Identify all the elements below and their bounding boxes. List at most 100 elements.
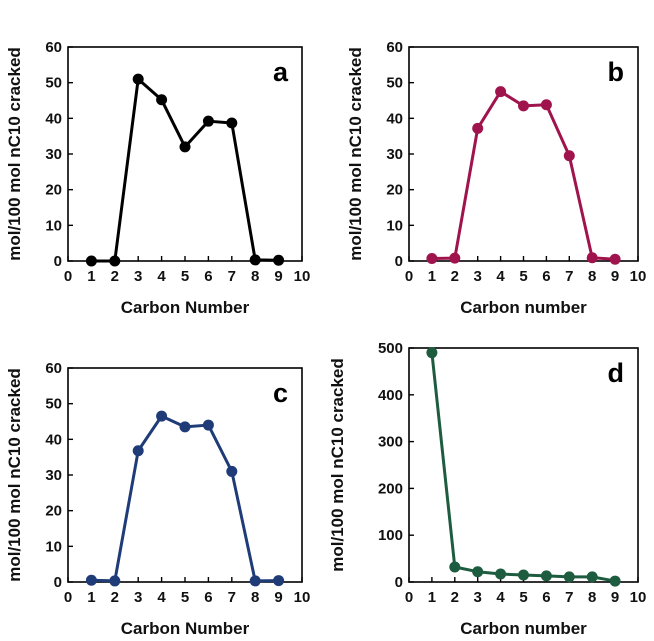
data-point [472,122,484,134]
x-tick-label: 5 [519,589,527,606]
series-line [91,77,279,263]
data-point [132,445,144,457]
x-tick-label: 3 [134,268,142,285]
data-point [518,100,529,112]
data-point [85,255,97,267]
y-tick-label: 20 [386,182,403,199]
y-tick-label: 50 [386,75,403,92]
data-point [449,252,461,264]
y-tick-label: 40 [45,431,62,448]
data-point [426,253,438,265]
y-tick-label: 50 [45,396,62,413]
data-point [586,571,598,583]
data-point [179,141,191,153]
x-tick-label: 10 [294,268,311,285]
data-point [156,94,168,106]
y-tick-label: 50 [45,75,62,92]
data-point [249,254,261,266]
y-tick-label: 60 [45,39,62,56]
panel-label: d [608,358,625,388]
data-point [426,347,438,359]
x-tick-label: 3 [474,268,482,285]
y-tick-label: 30 [386,146,403,163]
series-line [91,414,279,583]
data-point [449,561,461,573]
x-tick-label: 0 [405,268,413,285]
data-point [226,117,238,129]
x-tick-label: 4 [157,589,166,606]
data-point [609,575,621,587]
y-tick-label: 500 [378,340,403,357]
data-point [85,574,97,586]
y-tick-label: 20 [45,182,62,199]
x-tick-label: 6 [204,268,212,285]
x-tick-label: 9 [274,589,282,606]
y-tick-label: 30 [45,146,62,163]
x-tick-label: 0 [64,268,72,285]
x-tick-label: 5 [181,589,189,606]
y-axis-title: mol/100 mol nC10 cracked [5,47,24,261]
x-tick-label: 4 [496,589,505,606]
x-tick-label: 2 [111,589,119,606]
x-tick-label: 5 [519,268,527,285]
data-point [586,252,598,264]
y-tick-label: 60 [45,360,62,377]
y-tick-label: 10 [45,538,62,555]
data-point [495,568,507,580]
x-tick-label: 7 [565,268,573,285]
x-tick-label: 9 [611,268,619,285]
data-point [202,419,214,431]
x-axis-title: Carbon Number [121,619,250,638]
panel-label: a [273,57,289,87]
x-tick-label: 8 [251,589,259,606]
y-tick-label: 0 [54,253,62,270]
x-tick-label: 10 [294,589,311,606]
y-tick-label: 300 [378,434,403,451]
y-tick-label: 10 [45,217,62,234]
data-point [518,569,529,581]
series-line [430,352,616,583]
plot-frame [67,46,303,262]
data-point [156,410,168,422]
x-tick-label: 3 [134,589,142,606]
x-tick-label: 4 [496,268,505,285]
series-line [431,90,616,261]
y-tick-label: 100 [378,527,403,544]
x-tick-label: 2 [111,268,119,285]
x-tick-label: 6 [542,589,550,606]
x-tick-label: 1 [87,589,95,606]
panel-label: b [608,57,625,87]
y-tick-label: 40 [386,110,403,127]
x-tick-label: 6 [204,589,212,606]
data-point [109,255,121,267]
x-tick-label: 9 [611,589,619,606]
data-point [109,575,121,587]
y-tick-label: 0 [54,574,62,591]
y-tick-label: 60 [386,39,403,56]
y-axis-title: mol/100 mol nC10 cracked [328,358,347,572]
y-tick-label: 200 [378,480,403,497]
y-tick-label: 20 [45,503,62,520]
x-tick-label: 8 [588,268,596,285]
data-point [563,571,575,583]
x-tick-label: 8 [588,589,596,606]
x-tick-label: 6 [542,268,550,285]
x-tick-label: 5 [181,268,189,285]
x-tick-label: 2 [451,589,459,606]
x-tick-label: 2 [451,268,459,285]
data-point [273,575,285,587]
y-tick-label: 40 [45,110,62,127]
x-tick-label: 10 [630,589,647,606]
y-tick-label: 0 [395,253,403,270]
data-point [540,99,552,111]
x-axis-title: Carbon number [460,298,587,317]
y-tick-label: 0 [395,574,403,591]
plot-frame [67,367,303,583]
data-point [273,254,285,266]
data-point [609,253,621,265]
data-point [472,566,484,578]
y-tick-label: 10 [386,217,403,234]
